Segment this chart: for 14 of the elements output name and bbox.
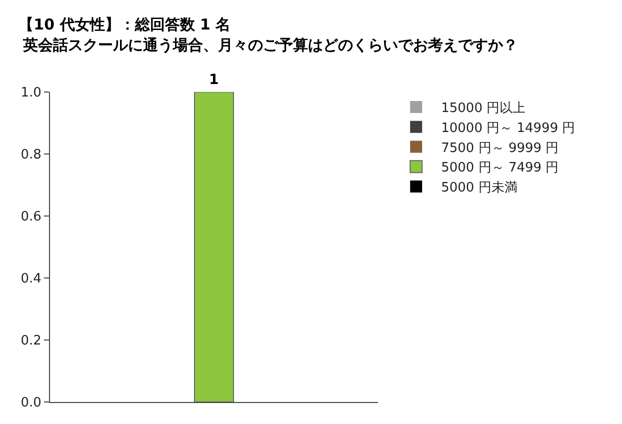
total-label: 1 (209, 72, 219, 88)
y-tick-label: 0.2 (20, 334, 42, 349)
y-tick-label: 0.4 (20, 272, 42, 287)
chart-subtitle: 英会話スクールに通う場合、月々のご予算はどのくらいでお考えですか？ (22, 36, 518, 54)
y-tick-label: 0.0 (20, 396, 42, 411)
y-tick-label: 0.8 (20, 148, 42, 163)
legend-label: 7500 円～ 9999 円 (441, 140, 559, 156)
legend-label: 5000 円～ 7499 円 (441, 160, 559, 176)
y-tick-label: 0.6 (20, 210, 42, 225)
legend-label: 10000 円～ 14999 円 (441, 120, 576, 136)
legend-label: 15000 円以上 (441, 101, 526, 116)
chart-title: 【10 代女性】：総回答数 1 名 (18, 16, 231, 34)
legend-label: 5000 円未満 (441, 180, 518, 196)
y-tick-label: 1.0 (20, 86, 42, 101)
